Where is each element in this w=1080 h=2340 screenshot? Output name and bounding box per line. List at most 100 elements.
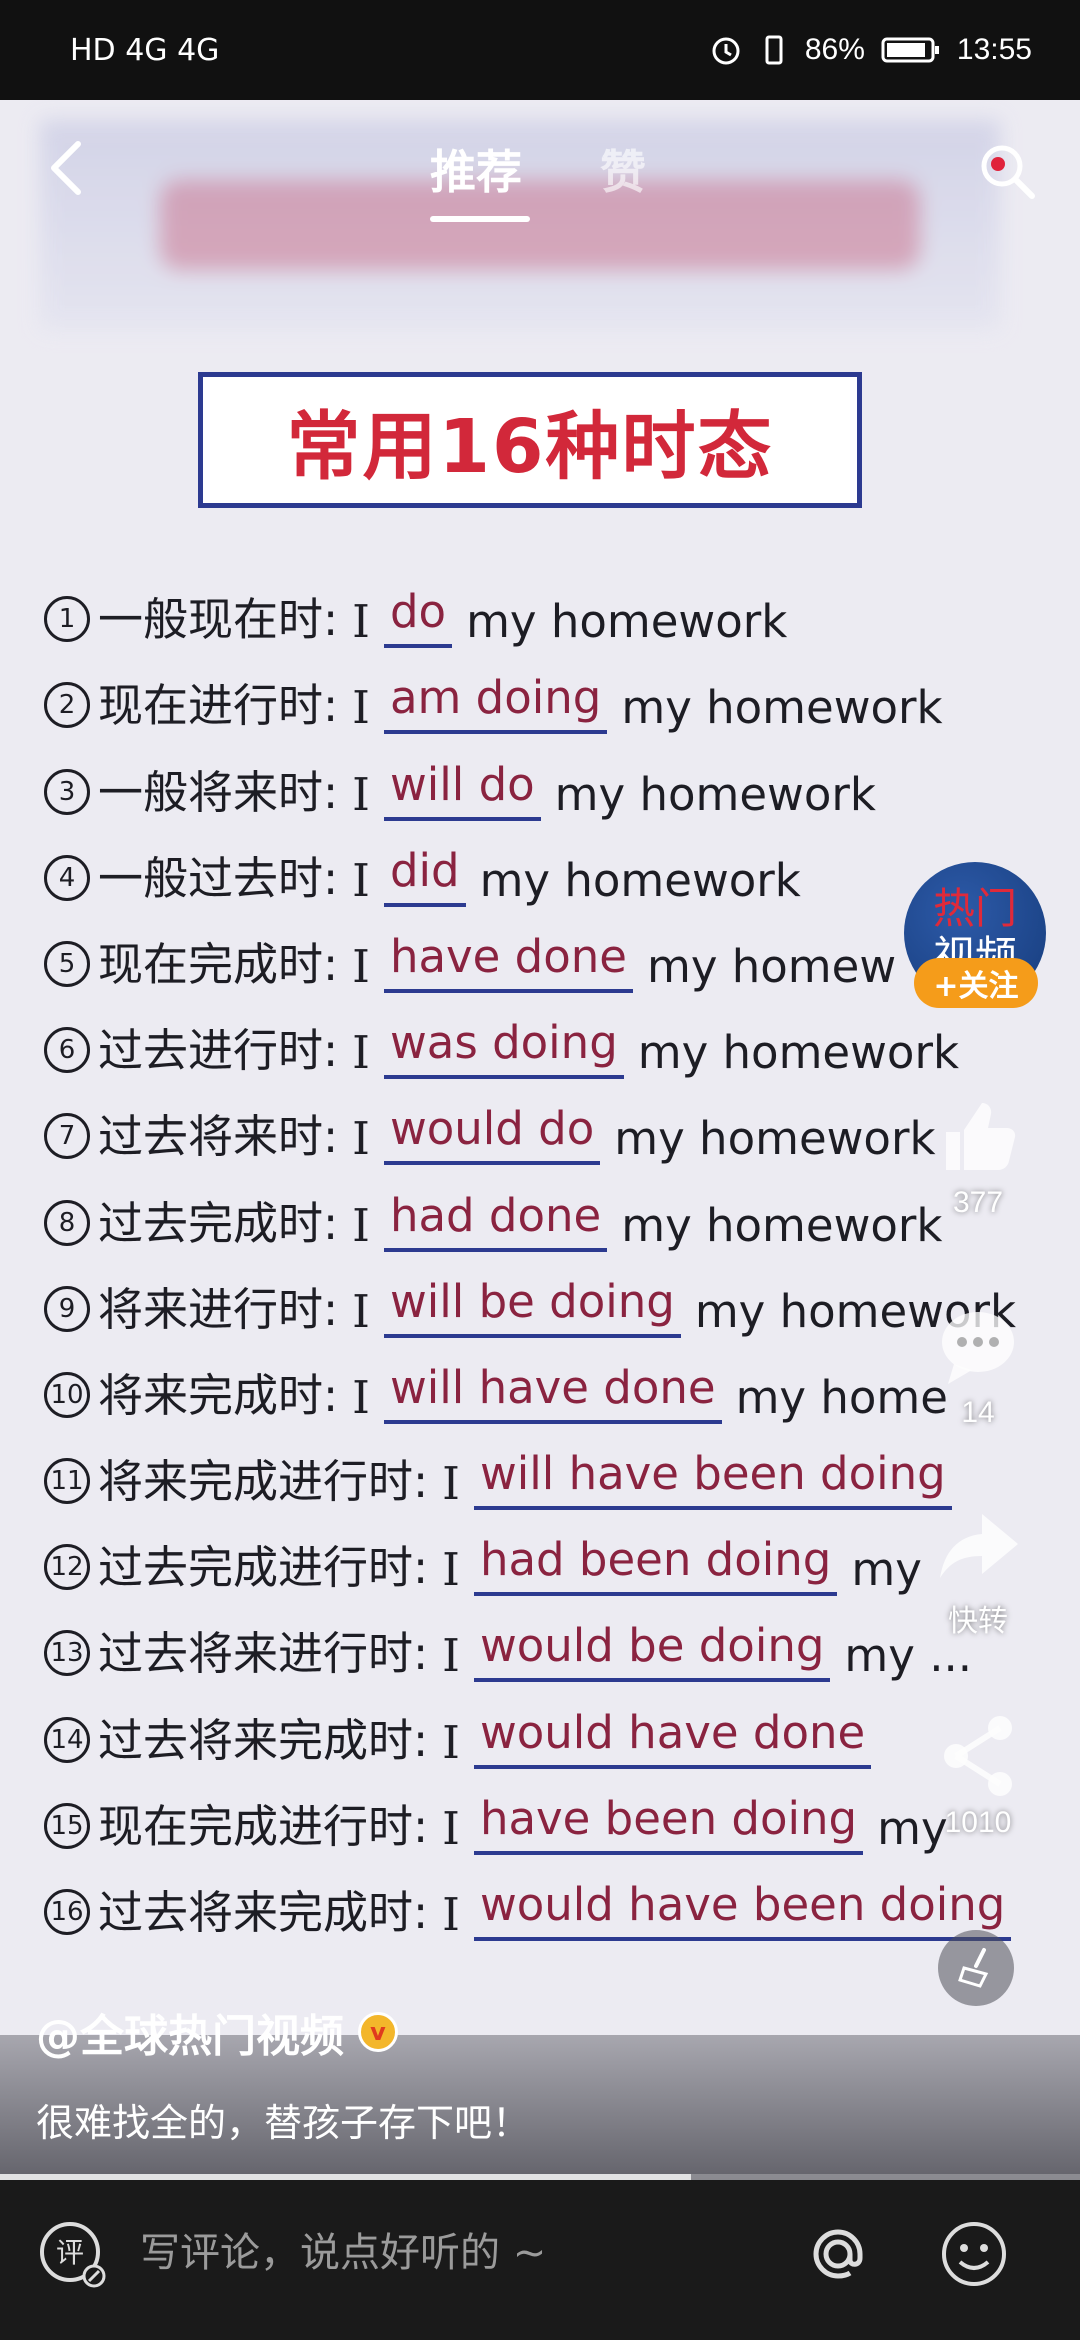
- follow-button[interactable]: +关注: [914, 958, 1038, 1008]
- blurred-banner: [40, 120, 1000, 330]
- tense-subject: I: [352, 595, 370, 649]
- tense-number: 7: [44, 1113, 90, 1160]
- tense-name: 将来进行时:: [98, 1282, 339, 1336]
- card-title: 常用16种时态: [286, 403, 774, 490]
- tense-number: 11: [44, 1458, 90, 1505]
- tense-number: 13: [44, 1630, 90, 1677]
- comment-input[interactable]: 写评论，说点好听的 ~: [140, 2230, 547, 2276]
- clear-screen-button[interactable]: [938, 1930, 1014, 2006]
- tense-object: my homework: [466, 595, 788, 649]
- status-right: 86% 13:55: [709, 33, 1032, 67]
- tense-name: 过去完成进行时:: [98, 1541, 429, 1595]
- emoji-icon[interactable]: [936, 2216, 1012, 2292]
- share-action[interactable]: 1010: [918, 1710, 1038, 1840]
- forward-label: 快转: [948, 1605, 1008, 1638]
- tense-object: my: [877, 1801, 948, 1855]
- back-icon[interactable]: [44, 138, 88, 198]
- tense-verb: have been doing: [473, 1792, 864, 1855]
- tense-verb: will have done: [383, 1361, 722, 1424]
- tense-subject: I: [352, 681, 370, 735]
- comment-action[interactable]: 14: [918, 1300, 1038, 1430]
- video-progress-fill: [0, 2174, 692, 2180]
- author-handle[interactable]: @全球热门视频: [36, 2011, 344, 2062]
- share-icon: [944, 1716, 1012, 1796]
- tense-number: 9: [44, 1285, 90, 1332]
- author-name[interactable]: @全球热门视频 v: [36, 2000, 398, 2064]
- vibrate-icon: [765, 35, 783, 65]
- tense-verb: had done: [383, 1189, 608, 1252]
- tense-verb: was doing: [383, 1016, 624, 1080]
- tense-name: 过去将来进行时:: [98, 1627, 429, 1681]
- tense-object: my homework: [554, 767, 876, 821]
- tense-name: 过去将来时:: [98, 1110, 339, 1164]
- comment-icon: [942, 1312, 1014, 1384]
- broom-icon: [958, 1948, 989, 1988]
- tense-subject: I: [352, 1026, 370, 1080]
- video-progress[interactable]: [0, 2174, 1080, 2180]
- tense-number: 3: [44, 768, 90, 815]
- search-icon[interactable]: [972, 136, 1042, 206]
- comment-count: 14: [961, 1396, 995, 1429]
- tense-subject: I: [352, 939, 370, 993]
- top-bar: 推荐 赞: [0, 100, 1080, 240]
- tense-verb: have done: [383, 930, 633, 993]
- tense-subject: I: [442, 1801, 460, 1855]
- tense-verb: will have been doing: [473, 1447, 952, 1511]
- tense-verb: had been doing: [473, 1533, 838, 1597]
- tense-number: 12: [44, 1544, 90, 1591]
- tense-object: my homework: [621, 681, 943, 735]
- share-count: 1010: [944, 1806, 1012, 1839]
- comment-compose-icon[interactable]: 评: [34, 2216, 110, 2292]
- tense-verb: will be doing: [383, 1275, 681, 1338]
- tense-name: 过去将来完成时:: [98, 1886, 429, 1939]
- tense-subject: I: [442, 1888, 460, 1941]
- tense-object: my home: [735, 1370, 948, 1424]
- tab-recommend[interactable]: 推荐: [430, 145, 522, 199]
- tense-subject: I: [442, 1629, 460, 1683]
- tense-verb: would do: [383, 1102, 601, 1166]
- verified-badge: v: [358, 2012, 398, 2052]
- tense-name: 过去进行时:: [98, 1024, 339, 1078]
- status-left: HD 4G 4G: [70, 33, 219, 68]
- tense-object: my: [851, 1543, 922, 1597]
- tense-subject: I: [442, 1543, 460, 1597]
- tense-name: 将来完成时:: [98, 1368, 339, 1422]
- tense-object: my homework: [621, 1198, 943, 1252]
- like-action[interactable]: 377: [918, 1090, 1038, 1220]
- tense-verb: would have been doing: [473, 1878, 1012, 1941]
- clock: 13:55: [956, 33, 1032, 66]
- at-icon[interactable]: [800, 2216, 876, 2292]
- tense-name: 一般现在时:: [98, 593, 339, 647]
- tense-number: 2: [44, 682, 90, 729]
- active-tab-indicator: [430, 216, 530, 222]
- tense-name: 现在完成进行时:: [98, 1799, 429, 1853]
- tense-name: 一般将来时:: [98, 765, 339, 819]
- tense-number: 8: [44, 1199, 90, 1246]
- tense-object: my homew: [646, 939, 897, 993]
- video-description: 很难找全的，替孩子存下吧！: [36, 2101, 531, 2145]
- tense-number: 10: [44, 1371, 90, 1418]
- tense-verb: would have done: [473, 1706, 872, 1769]
- tense-number: 1: [44, 596, 90, 643]
- forward-icon: [940, 1514, 1018, 1578]
- tense-object: my homework: [614, 1112, 936, 1166]
- tense-number: 4: [44, 854, 90, 901]
- tense-name: 将来完成进行时:: [98, 1455, 429, 1509]
- tense-name: 现在进行时:: [98, 679, 339, 733]
- tab-like[interactable]: 赞: [600, 145, 646, 199]
- tense-verb: am doing: [383, 671, 608, 735]
- tense-object: my homework: [637, 1026, 960, 1080]
- forward-action[interactable]: 快转: [918, 1500, 1038, 1640]
